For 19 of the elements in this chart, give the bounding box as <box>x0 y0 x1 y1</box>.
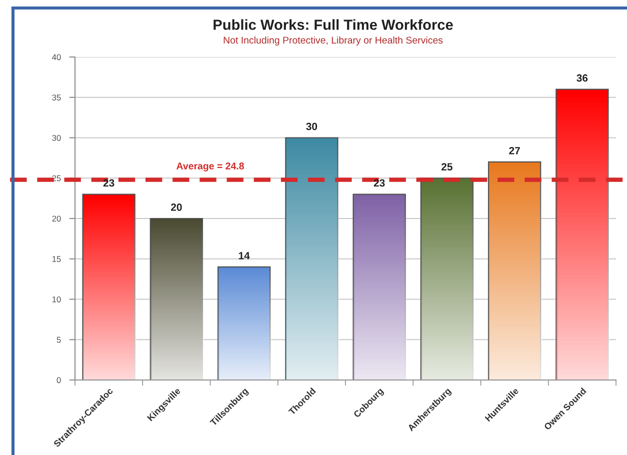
y-tick-label: 30 <box>52 134 61 141</box>
data-label: 30 <box>306 122 318 130</box>
y-tick-label: 35 <box>52 94 61 100</box>
data-label: 20 <box>171 204 182 211</box>
y-tick-label: 20 <box>52 216 61 222</box>
data-label: 27 <box>509 146 520 154</box>
chart-subtitle: Not Including Protective, Library or Health Services <box>224 36 443 46</box>
data-label: 36 <box>576 74 588 82</box>
ref-line-label: Average = 24.8 <box>176 162 244 172</box>
data-label: 25 <box>442 163 452 171</box>
data-label: 23 <box>374 179 385 187</box>
y-tick-label: 0 <box>56 377 61 384</box>
y-tick-label: 5 <box>56 336 61 343</box>
y-tick-label: 10 <box>52 296 61 302</box>
y-tick-label: 40 <box>52 54 61 60</box>
data-label: 23 <box>103 179 114 187</box>
y-tick-label: 15 <box>52 256 61 262</box>
data-label: 14 <box>238 252 250 260</box>
chart-title: Public Works: Full Time Workforce <box>214 19 453 30</box>
